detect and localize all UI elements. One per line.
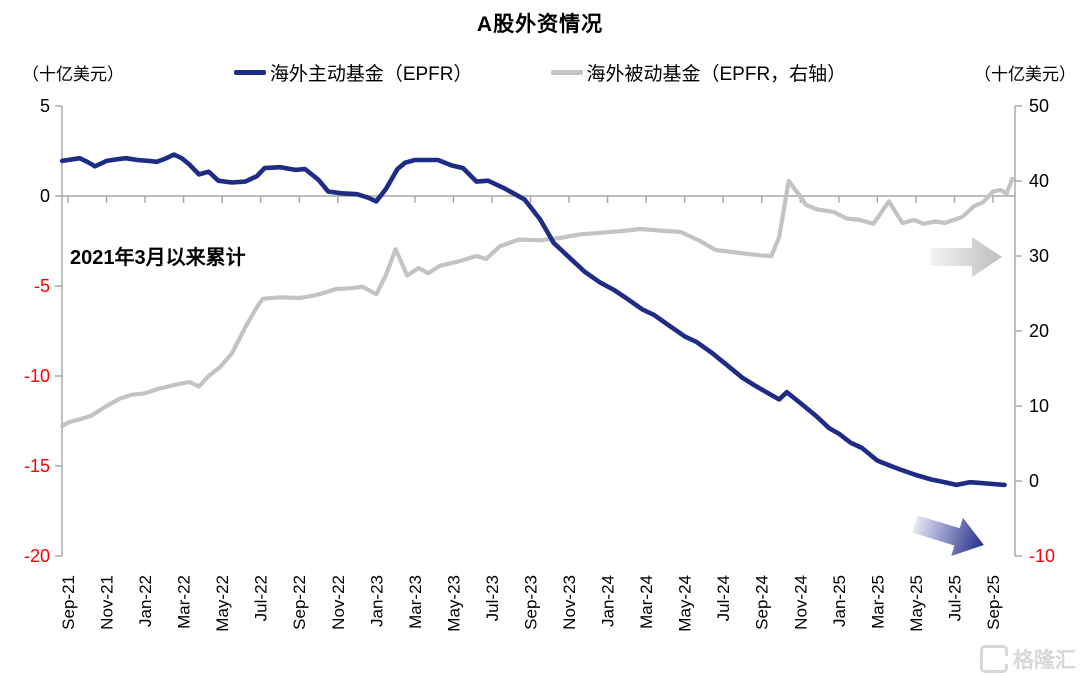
x-axis-tick-label: Jan-25: [830, 575, 849, 627]
left-axis-tick-label: -20: [24, 546, 50, 566]
x-axis-tick-label: Jan-23: [367, 575, 386, 627]
x-axis-tick-label: Jul-24: [714, 575, 733, 621]
watermark-text: 格隆汇: [1013, 649, 1076, 672]
right-axis-tick-label: -10: [1029, 546, 1055, 566]
x-axis-tick-label: Mar-24: [637, 575, 656, 629]
left-axis-tick-label: 5: [40, 96, 50, 116]
right-axis-tick-label: 40: [1029, 171, 1049, 191]
right-axis-tick-label: 30: [1029, 246, 1049, 266]
x-axis-tick-label: Nov-24: [791, 575, 810, 630]
x-axis-tick-label: Jan-22: [136, 575, 155, 627]
x-axis-tick-label: May-23: [444, 575, 463, 632]
annotation-cumulative-since: 2021年3月以来累计: [70, 247, 246, 269]
left-axis-tick-label: -5: [34, 276, 50, 296]
legend-label: 海外被动基金（EPFR，右轴）: [586, 63, 847, 85]
gelonghui-logo-icon: [980, 645, 1008, 673]
active-fund-line: [59, 152, 1007, 488]
x-axis-tick-label: Sep-25: [984, 575, 1003, 630]
legend-label: 海外主动基金（EPFR）: [269, 63, 473, 85]
active-fund-swatch: [233, 69, 266, 75]
x-axis-tick-label: Sep-22: [290, 575, 309, 630]
x-axis-tick-label: Jan-24: [599, 575, 618, 627]
right-axis-tick-label: 0: [1029, 471, 1039, 491]
x-axis-tick-label: May-25: [907, 575, 926, 632]
x-axis-tick-label: Mar-23: [406, 575, 425, 629]
right-trend-arrow-icon: [930, 237, 1002, 277]
left-axis-tick-label: -10: [24, 366, 50, 386]
x-axis-tick-label: Nov-22: [329, 575, 348, 630]
x-axis-tick-label: Mar-22: [175, 575, 194, 629]
x-axis-tick-label: Jul-22: [252, 575, 271, 621]
x-axis-tick-label: May-22: [213, 575, 232, 632]
left-axis-unit-label: （十亿美元）: [22, 65, 124, 84]
right-axis-tick-label: 20: [1029, 321, 1049, 341]
chart-title: A股外资情况: [476, 13, 604, 36]
x-axis-tick-label: Mar-25: [868, 575, 887, 629]
left-axis-tick-label: -15: [24, 456, 50, 476]
x-axis-tick-label: Sep-23: [521, 575, 540, 630]
passive-fund-swatch: [550, 69, 583, 75]
legend-item-active-fund: 海外主动基金（EPFR）: [233, 59, 473, 86]
right-axis-tick-label: 10: [1029, 396, 1049, 416]
down-trend-arrow-icon: [912, 515, 984, 556]
x-axis-tick-label: Jul-23: [483, 575, 502, 621]
x-axis-tick-label: Nov-23: [560, 575, 579, 630]
left-axis-tick-label: 0: [40, 186, 50, 206]
right-axis-tick-label: 50: [1029, 96, 1049, 116]
watermark: 格隆汇: [980, 644, 1076, 674]
legend: 海外主动基金（EPFR） 海外被动基金（EPFR，右轴）: [140, 58, 940, 86]
legend-item-passive-fund: 海外被动基金（EPFR，右轴）: [550, 59, 847, 86]
x-axis-tick-label: Sep-21: [59, 575, 78, 630]
passive-fund-line: [60, 176, 1015, 429]
x-axis-tick-label: Nov-21: [98, 575, 117, 630]
x-axis-tick-label: Sep-24: [753, 575, 772, 630]
right-axis-unit-label: （十亿美元）: [974, 65, 1076, 84]
x-axis-tick-label: Jul-25: [945, 575, 964, 621]
chart-header: （十亿美元） 海外主动基金（EPFR） 海外被动基金（EPFR，右轴） （十亿美…: [0, 58, 1080, 86]
x-axis-tick-label: May-24: [676, 575, 695, 632]
